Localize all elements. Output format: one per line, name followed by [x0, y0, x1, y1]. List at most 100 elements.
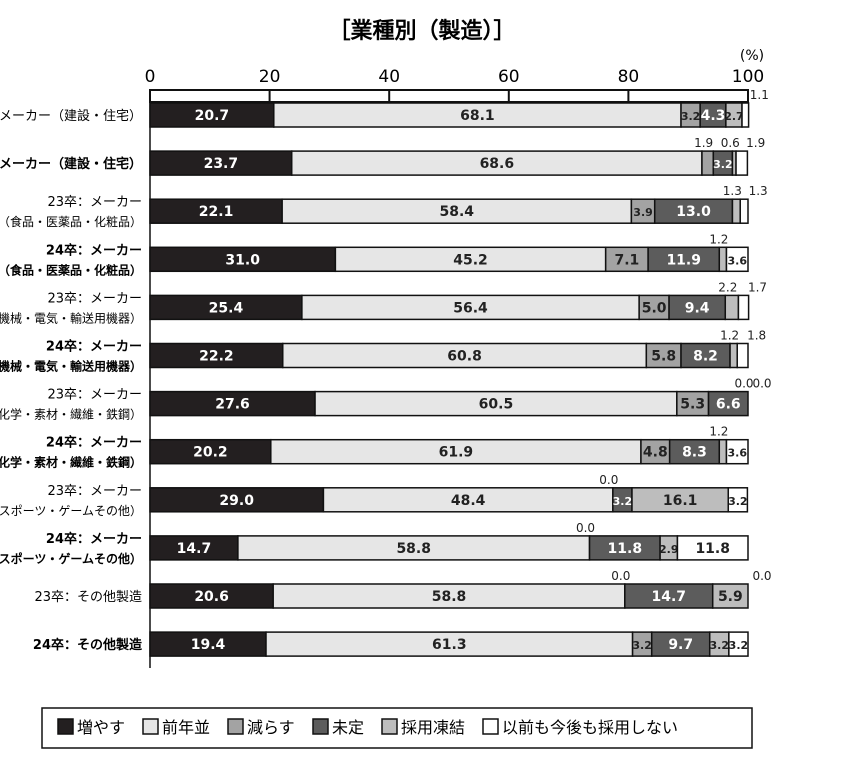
data-label-callout: 1.2	[709, 232, 728, 246]
bar-segment-採用凍結	[718, 246, 728, 273]
data-label: 60.5	[479, 397, 514, 413]
legend-label: 未定	[332, 718, 364, 737]
data-label-callout: 0.6	[721, 136, 740, 150]
bar-segment-減らす	[604, 246, 649, 273]
bar-segment-未定	[668, 438, 721, 465]
bar-segment-前年並	[282, 342, 648, 369]
bar-segment-採用凍結	[724, 294, 740, 321]
data-label: 3.9	[633, 206, 653, 219]
bar-segment-採用凍結	[731, 198, 741, 224]
bar-segment-減らす	[645, 342, 682, 369]
bar-segment-未定	[650, 631, 711, 657]
bar-segment-前年並	[237, 535, 591, 561]
data-label: 7.1	[614, 252, 639, 268]
unit-label: (%)	[740, 48, 764, 64]
data-label: 5.9	[718, 589, 743, 605]
category-label: （印刷・スポーツ・ゲームその他）	[0, 551, 142, 566]
category-label: （機械・電気・輸送用機器）	[0, 359, 142, 374]
x-tick-label: 80	[618, 67, 640, 87]
data-label: 16.1	[663, 493, 698, 509]
data-label: 11.8	[695, 541, 730, 557]
bar-segment-未定	[707, 390, 749, 417]
bar-segment-減らす	[701, 150, 715, 176]
category-label: （印刷・スポーツ・ゲームその他）	[0, 504, 142, 518]
x-tick-label: 20	[259, 67, 281, 87]
category-label: （食品・医薬品・化粧品）	[0, 214, 142, 229]
data-label-callout: 1.7	[748, 280, 767, 294]
legend	[41, 707, 753, 749]
data-label: 31.0	[225, 252, 260, 268]
bar-segment-増やす	[149, 438, 272, 465]
data-label: 3.2	[710, 639, 730, 652]
category-label: （化学・素材・繊維・鉄鋼）	[0, 455, 142, 470]
data-label-callout: 1.9	[694, 136, 713, 150]
data-label-callout: 0.0	[752, 377, 771, 391]
category-label: 24卒：メーカー	[46, 435, 142, 451]
bar-segment-未定	[699, 102, 727, 128]
bar-segment-増やす	[149, 631, 267, 657]
data-label: 6.6	[716, 397, 741, 413]
data-label: 11.8	[608, 541, 643, 557]
bar-segment-以前も今後も採用しない	[725, 246, 749, 273]
data-label: 5.3	[680, 397, 705, 413]
data-label: 5.0	[642, 300, 667, 316]
data-label: 61.9	[439, 445, 474, 461]
data-label-callout: 2.2	[718, 280, 737, 294]
data-label: 2.7	[724, 110, 744, 123]
data-label: 4.8	[643, 445, 668, 461]
data-label: 9.7	[668, 637, 693, 653]
data-label: 5.8	[651, 349, 676, 365]
data-label-callout: 0.0	[734, 377, 753, 391]
data-label: 3.2	[729, 639, 749, 652]
bar-segment-以前も今後も採用しない	[728, 631, 749, 657]
category-label: 23卒：メーカー	[47, 388, 142, 403]
data-label: 3.2	[713, 158, 733, 171]
bar-segment-採用凍結	[718, 438, 728, 465]
category-label: 23卒：メーカー	[47, 484, 142, 499]
data-label: 29.0	[219, 493, 254, 509]
data-label: 11.9	[666, 252, 701, 268]
data-label: 45.2	[453, 252, 488, 268]
legend-swatch	[312, 718, 329, 735]
data-label: 23.7	[204, 156, 239, 172]
data-label: 3.6	[727, 447, 747, 460]
legend-label: 採用凍結	[401, 718, 465, 737]
data-label-callout: 0.0	[611, 569, 630, 583]
data-label: 27.6	[215, 397, 250, 413]
data-label: 68.6	[480, 156, 515, 172]
x-tick-label: 0	[145, 67, 156, 87]
data-label: 61.3	[432, 637, 467, 653]
data-label: 13.0	[676, 204, 711, 220]
data-label: 22.1	[199, 204, 234, 220]
bar-segment-以前も今後も採用しない	[676, 535, 749, 561]
bar-segment-以前も今後も採用しない	[739, 198, 749, 224]
category-label: 24卒：その他製造	[33, 637, 143, 653]
data-label: 58.8	[432, 589, 467, 605]
bar-segment-未定	[588, 535, 661, 561]
data-label: 8.2	[693, 349, 718, 365]
chart-title: ［業種別（製造）］	[328, 18, 515, 44]
bar-segment-増やす	[149, 390, 316, 417]
bar-segment-以前も今後も採用しない	[727, 487, 749, 513]
category-label: 23卒：メーカー（建設・住宅）	[0, 108, 142, 124]
legend-swatch	[381, 718, 398, 735]
legend-label: 減らす	[247, 718, 295, 737]
bar-segment-増やす	[149, 535, 239, 561]
bar-segment-増やす	[149, 487, 325, 513]
bar-segment-減らす	[640, 438, 671, 465]
data-label-callout: 1.2	[709, 425, 728, 439]
category-label: 24卒：メーカー（建設・住宅）	[0, 156, 142, 172]
data-label-callout: 1.3	[723, 184, 742, 198]
bar-segment-前年並	[290, 150, 703, 176]
data-label-callout: 1.8	[747, 329, 766, 343]
data-label: 58.8	[396, 541, 431, 557]
data-label: 20.6	[194, 589, 229, 605]
bar-segment-減らす	[638, 294, 670, 321]
category-label: 23卒：その他製造	[34, 590, 142, 605]
data-label: 25.4	[209, 300, 244, 316]
data-label: 3.2	[728, 495, 748, 508]
category-label: （食品・医薬品・化粧品）	[0, 262, 142, 277]
bar-segment-増やす	[149, 246, 337, 273]
